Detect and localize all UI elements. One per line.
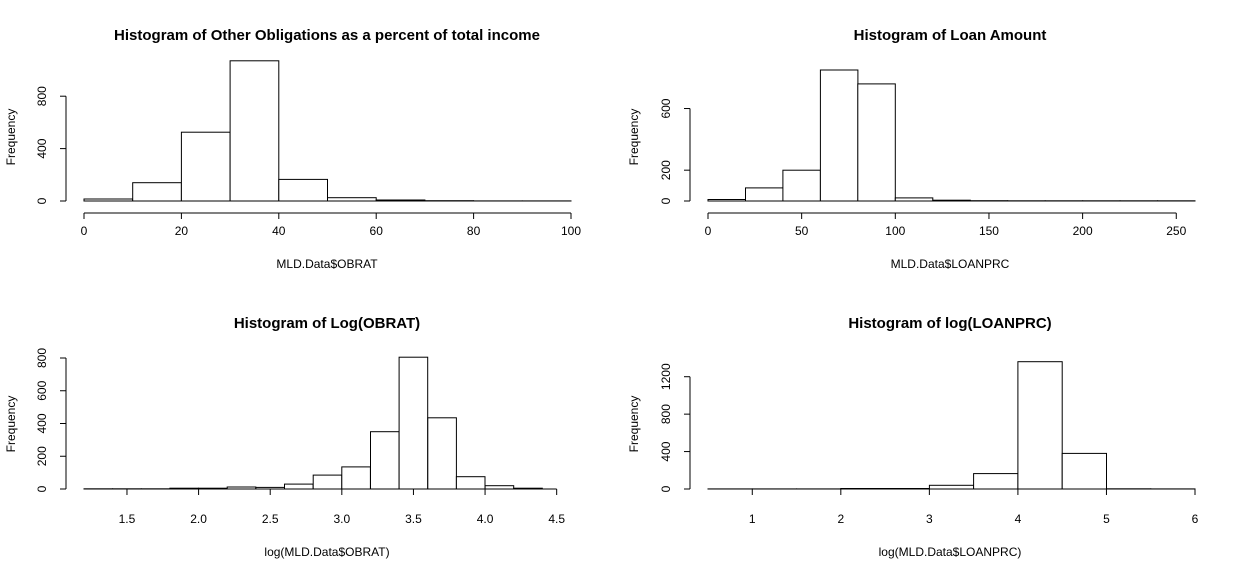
histogram-bar bbox=[455, 476, 486, 490]
y-axis: 0 200 600 bbox=[659, 98, 691, 204]
x-axis: 1.5 2.0 2.5 3.0 3.5 4.0 4.5 bbox=[119, 488, 565, 526]
y-tick-label: 800 bbox=[35, 86, 49, 106]
x-tick-label: 200 bbox=[1073, 224, 1093, 238]
x-tick-label: 4.0 bbox=[477, 512, 494, 526]
x-tick-label: 0 bbox=[81, 224, 88, 238]
y-axis-label: Frequency bbox=[4, 396, 18, 453]
histogram-bar bbox=[932, 199, 971, 202]
x-tick-label: 3 bbox=[926, 512, 933, 526]
y-tick-label: 200 bbox=[659, 160, 673, 180]
y-axis: 0 200 400 600 800 bbox=[35, 348, 67, 492]
histogram-bar bbox=[782, 169, 821, 202]
y-tick-label: 600 bbox=[659, 98, 673, 118]
chart-title: Histogram of Loan Amount bbox=[854, 27, 1047, 44]
bars bbox=[83, 60, 572, 202]
bars bbox=[83, 356, 543, 490]
x-axis-label: log(MLD.Data$OBRAT) bbox=[264, 545, 389, 559]
x-tick-label: 6 bbox=[1192, 512, 1199, 526]
y-tick-label: 1200 bbox=[659, 363, 673, 390]
x-tick-label: 1 bbox=[749, 512, 756, 526]
y-axis: 0 400 800 bbox=[35, 86, 67, 204]
x-tick-label: 2.0 bbox=[190, 512, 207, 526]
bars bbox=[707, 69, 1196, 202]
histogram-bar bbox=[1017, 361, 1063, 490]
histogram-bar bbox=[229, 60, 280, 202]
y-tick-label: 200 bbox=[35, 446, 49, 466]
x-tick-label: 150 bbox=[979, 224, 999, 238]
y-tick-label: 0 bbox=[659, 197, 673, 204]
x-tick-label: 4.5 bbox=[548, 512, 565, 526]
y-axis-label: Frequency bbox=[4, 109, 18, 166]
y-tick-label: 600 bbox=[35, 380, 49, 400]
y-tick-label: 400 bbox=[35, 138, 49, 158]
histogram-bar bbox=[427, 417, 457, 490]
chart-title: Histogram of Other Obligations as a perc… bbox=[114, 27, 540, 44]
y-tick-label: 800 bbox=[35, 348, 49, 368]
y-tick-label: 400 bbox=[35, 413, 49, 433]
histogram-bar bbox=[894, 197, 934, 202]
x-tick-label: 40 bbox=[272, 224, 286, 238]
x-tick-label: 3.0 bbox=[333, 512, 350, 526]
x-tick-label: 250 bbox=[1166, 224, 1186, 238]
x-tick-label: 3.5 bbox=[405, 512, 422, 526]
x-axis: 0 20 40 60 80 100 bbox=[81, 212, 581, 238]
x-tick-label: 60 bbox=[370, 224, 384, 238]
x-tick-label: 4 bbox=[1015, 512, 1022, 526]
histogram-bar bbox=[928, 484, 975, 490]
x-axis: 1 2 3 4 5 6 bbox=[749, 488, 1199, 526]
chart-title: Histogram of log(LOANPRC) bbox=[848, 315, 1051, 332]
x-tick-label: 20 bbox=[175, 224, 189, 238]
x-tick-label: 80 bbox=[467, 224, 481, 238]
bars bbox=[707, 361, 1196, 490]
x-axis-label: log(MLD.Data$LOANPRC) bbox=[879, 545, 1022, 559]
y-tick-label: 400 bbox=[659, 441, 673, 461]
histogram-bar bbox=[857, 83, 896, 202]
histogram-bar bbox=[707, 199, 746, 202]
chart-title: Histogram of Log(OBRAT) bbox=[234, 315, 420, 332]
x-axis: 0 50 100 150 200 250 bbox=[705, 212, 1187, 238]
y-axis-label: Frequency bbox=[627, 396, 641, 453]
x-axis-label: MLD.Data$OBRAT bbox=[276, 257, 378, 271]
histogram-panel-log-obrat: Histogram of Log(OBRAT) Frequency log(ML… bbox=[4, 315, 565, 559]
x-tick-label: 1.5 bbox=[119, 512, 136, 526]
x-tick-label: 2.5 bbox=[262, 512, 279, 526]
histogram-panel-loanprc: Histogram of Loan Amount Frequency MLD.D… bbox=[627, 27, 1196, 271]
histogram-bar bbox=[180, 131, 231, 202]
y-tick-label: 0 bbox=[35, 485, 49, 492]
y-axis: 0 400 800 1200 bbox=[659, 363, 691, 492]
x-tick-label: 50 bbox=[795, 224, 809, 238]
x-tick-label: 5 bbox=[1103, 512, 1110, 526]
histogram-bar bbox=[83, 198, 134, 202]
histogram-bar bbox=[312, 474, 343, 490]
histogram-panel-obrat: Histogram of Other Obligations as a perc… bbox=[4, 27, 581, 271]
histogram-panel-log-loanprc: Histogram of log(LOANPRC) Frequency log(… bbox=[627, 315, 1199, 559]
y-tick-label: 0 bbox=[35, 197, 49, 204]
histogram-bar bbox=[1061, 452, 1107, 490]
histogram-bar bbox=[284, 483, 314, 490]
histogram-bar bbox=[973, 473, 1019, 490]
histogram-bar bbox=[370, 431, 400, 490]
histogram-bar bbox=[327, 197, 377, 202]
x-tick-label: 2 bbox=[837, 512, 844, 526]
x-axis-label: MLD.Data$LOANPRC bbox=[891, 257, 1010, 271]
histogram-bar bbox=[132, 182, 182, 202]
histogram-bar bbox=[819, 69, 859, 202]
y-axis-label: Frequency bbox=[627, 109, 641, 166]
histogram-bar bbox=[341, 466, 371, 490]
histogram-bar bbox=[745, 187, 784, 202]
x-tick-label: 0 bbox=[705, 224, 712, 238]
histogram-bar bbox=[278, 178, 328, 202]
y-tick-label: 800 bbox=[659, 404, 673, 424]
histogram-bar bbox=[375, 199, 426, 202]
x-tick-label: 100 bbox=[885, 224, 905, 238]
histogram-bar bbox=[398, 356, 429, 490]
y-tick-label: 0 bbox=[659, 485, 673, 492]
x-tick-label: 100 bbox=[561, 224, 581, 238]
